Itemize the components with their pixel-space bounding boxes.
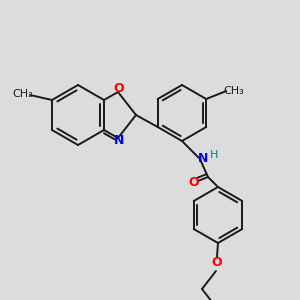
Text: N: N	[198, 152, 208, 164]
Text: O: O	[212, 256, 222, 269]
Text: H: H	[210, 150, 218, 160]
Text: O: O	[114, 82, 124, 95]
Text: CH₃: CH₃	[13, 89, 33, 99]
Text: N: N	[114, 134, 124, 148]
Text: CH₃: CH₃	[224, 86, 244, 96]
Text: O: O	[189, 176, 199, 188]
